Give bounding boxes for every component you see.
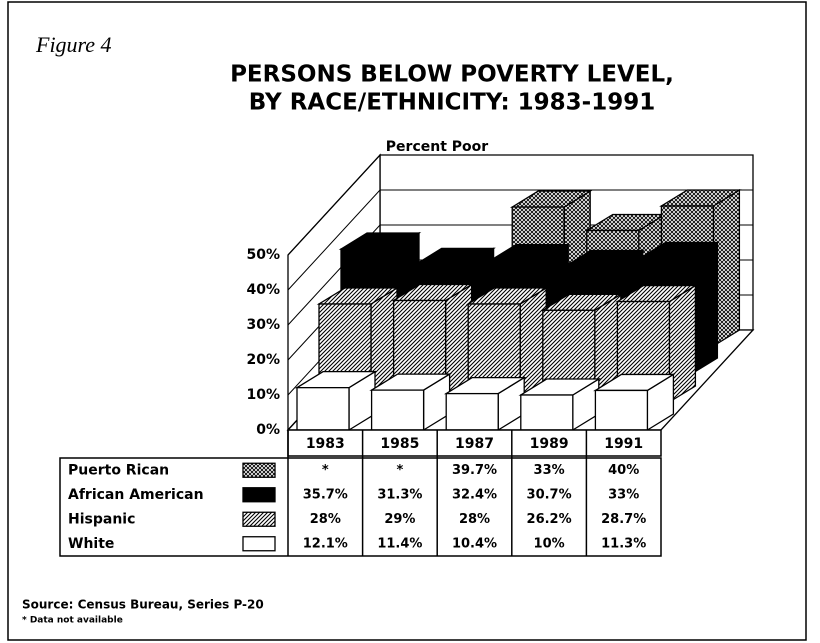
- data-label: 11.4%: [377, 536, 422, 551]
- data-label: *: [396, 463, 403, 478]
- table-header: [287, 429, 662, 457]
- y-tick-label: 40%: [246, 282, 280, 298]
- x-tick-label: 1985: [380, 436, 419, 452]
- x-tick-label: 1989: [530, 436, 569, 452]
- data-label: 10%: [534, 536, 565, 551]
- bar-front: [445, 392, 499, 431]
- legend-swatch: [242, 511, 276, 527]
- legend-label: Puerto Rican: [68, 462, 169, 478]
- data-label: 26.2%: [527, 512, 572, 527]
- y-tick-label: 10%: [246, 387, 280, 403]
- data-label: 28%: [459, 512, 490, 527]
- data-label: 28.7%: [601, 512, 646, 527]
- bar-front: [594, 389, 649, 431]
- data-label: 28%: [310, 512, 341, 527]
- data-label: 33%: [608, 487, 639, 502]
- bar: [443, 376, 527, 432]
- note: * Data not available: [22, 616, 123, 626]
- y-tick-label: 20%: [246, 352, 280, 368]
- y-axis-label: Percent Poor: [386, 139, 488, 155]
- data-label: *: [322, 463, 329, 478]
- frame: [7, 1, 807, 641]
- y-tick-label: 50%: [246, 247, 280, 263]
- chart-title: PERSONS BELOW POVERTY LEVEL,: [230, 62, 674, 88]
- data-label: 39.7%: [452, 463, 497, 478]
- table-body: [59, 457, 662, 557]
- grid-line: [287, 154, 753, 256]
- x-tick-label: 1991: [604, 436, 643, 452]
- bar: [369, 372, 452, 432]
- x-tick-label: 1987: [455, 436, 494, 452]
- data-label: 31.3%: [377, 487, 422, 502]
- bar-front: [520, 394, 574, 431]
- data-label: 11.3%: [601, 536, 646, 551]
- legend-label: White: [68, 536, 114, 552]
- data-label: 33%: [534, 463, 565, 478]
- y-tick-label: 30%: [246, 317, 280, 333]
- data-label: 12.1%: [303, 536, 348, 551]
- legend-swatch: [242, 487, 276, 503]
- x-tick-label: 1983: [306, 436, 345, 452]
- y-tick-label: 0%: [256, 422, 280, 438]
- data-label: 30.7%: [527, 487, 572, 502]
- bar: [593, 373, 676, 432]
- bar: [294, 370, 378, 432]
- legend-swatch: [242, 536, 276, 552]
- data-label: 29%: [384, 512, 415, 527]
- chart-title: BY RACE/ETHNICITY: 1983-1991: [249, 90, 655, 116]
- grid-line: [287, 189, 753, 291]
- figure-label: Figure 4: [35, 32, 112, 57]
- data-label: 32.4%: [452, 487, 497, 502]
- bar-front: [370, 389, 425, 431]
- data-label: 40%: [608, 463, 639, 478]
- source: Source: Census Bureau, Series P-20: [22, 598, 264, 612]
- legend-label: Hispanic: [68, 511, 135, 527]
- bar: [518, 377, 602, 432]
- legend-label: African American: [68, 487, 204, 503]
- data-label: 10.4%: [452, 536, 497, 551]
- data-label: 35.7%: [303, 487, 348, 502]
- bar-front: [296, 386, 350, 431]
- legend-swatch: [242, 462, 276, 478]
